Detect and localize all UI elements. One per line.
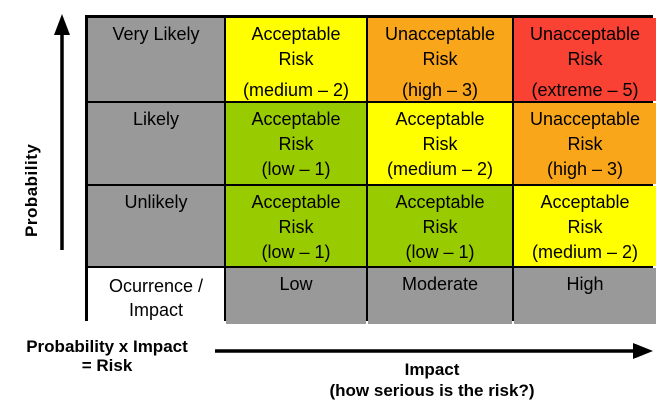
risk-cell-title: Acceptable Risk xyxy=(251,24,341,69)
risk-matrix-table: Very Likely Acceptable Risk (medium – 2)… xyxy=(85,15,656,324)
risk-cell-title: Acceptable Risk xyxy=(395,192,485,237)
probability-label-very-likely: Very Likely xyxy=(88,18,224,101)
impact-axis-sublabel: (how serious is the risk?) xyxy=(329,381,535,400)
risk-formula-line2: = Risk xyxy=(81,356,133,375)
matrix-corner-header: Ocurrence / Impact xyxy=(88,268,224,324)
risk-cell-level: (medium – 2) xyxy=(242,80,350,100)
probability-axis-label: Probability xyxy=(22,143,41,237)
probability-label-unlikely: Unlikely xyxy=(88,186,224,266)
impact-axis-arrow xyxy=(215,343,653,359)
risk-formula-line1: Probability x Impact xyxy=(26,337,188,356)
risk-cell-level: (high – 3) xyxy=(401,80,479,100)
impact-label-high: High xyxy=(514,268,656,324)
risk-cell-very-likely-moderate: Unacceptable Risk (high – 3) xyxy=(368,18,512,101)
risk-cell-level: (high – 3) xyxy=(546,159,624,179)
risk-cell-title: Acceptable Risk xyxy=(540,192,630,237)
risk-cell-level: (medium – 2) xyxy=(531,242,639,262)
impact-label-moderate: Moderate xyxy=(368,268,512,324)
risk-cell-very-likely-high: Unacceptable Risk (extreme – 5) xyxy=(514,18,656,101)
risk-cell-title: Unacceptable Risk xyxy=(529,24,641,69)
risk-cell-level: (low – 1) xyxy=(405,242,475,262)
risk-cell-unlikely-high: Acceptable Risk (medium – 2) xyxy=(514,186,656,266)
risk-cell-title: Acceptable Risk xyxy=(251,192,341,237)
risk-cell-level: (medium – 2) xyxy=(386,159,494,179)
risk-cell-title: Unacceptable Risk xyxy=(529,109,641,154)
risk-cell-title: Unacceptable Risk xyxy=(384,24,496,69)
risk-cell-unlikely-low: Acceptable Risk (low – 1) xyxy=(226,186,366,266)
risk-cell-unlikely-moderate: Acceptable Risk (low – 1) xyxy=(368,186,512,266)
risk-cell-level: (extreme – 5) xyxy=(531,80,639,100)
impact-label-low: Low xyxy=(226,268,366,324)
impact-axis-label: Impact xyxy=(404,360,460,379)
risk-cell-likely-high: Unacceptable Risk (high – 3) xyxy=(514,103,656,184)
probability-label-likely: Likely xyxy=(88,103,224,184)
impact-axis-label-group: Impact (how serious is the risk?) xyxy=(210,359,654,401)
risk-cell-title: Acceptable Risk xyxy=(395,109,485,154)
risk-cell-very-likely-low: Acceptable Risk (medium – 2) xyxy=(226,18,366,101)
risk-cell-level: (low – 1) xyxy=(261,242,331,262)
risk-cell-likely-low: Acceptable Risk (low – 1) xyxy=(226,103,366,184)
risk-cell-level: (low – 1) xyxy=(261,159,331,179)
risk-cell-likely-moderate: Acceptable Risk (medium – 2) xyxy=(368,103,512,184)
risk-formula: Probability x Impact = Risk xyxy=(0,337,214,375)
probability-axis-arrow xyxy=(54,14,70,250)
risk-cell-title: Acceptable Risk xyxy=(251,109,341,154)
